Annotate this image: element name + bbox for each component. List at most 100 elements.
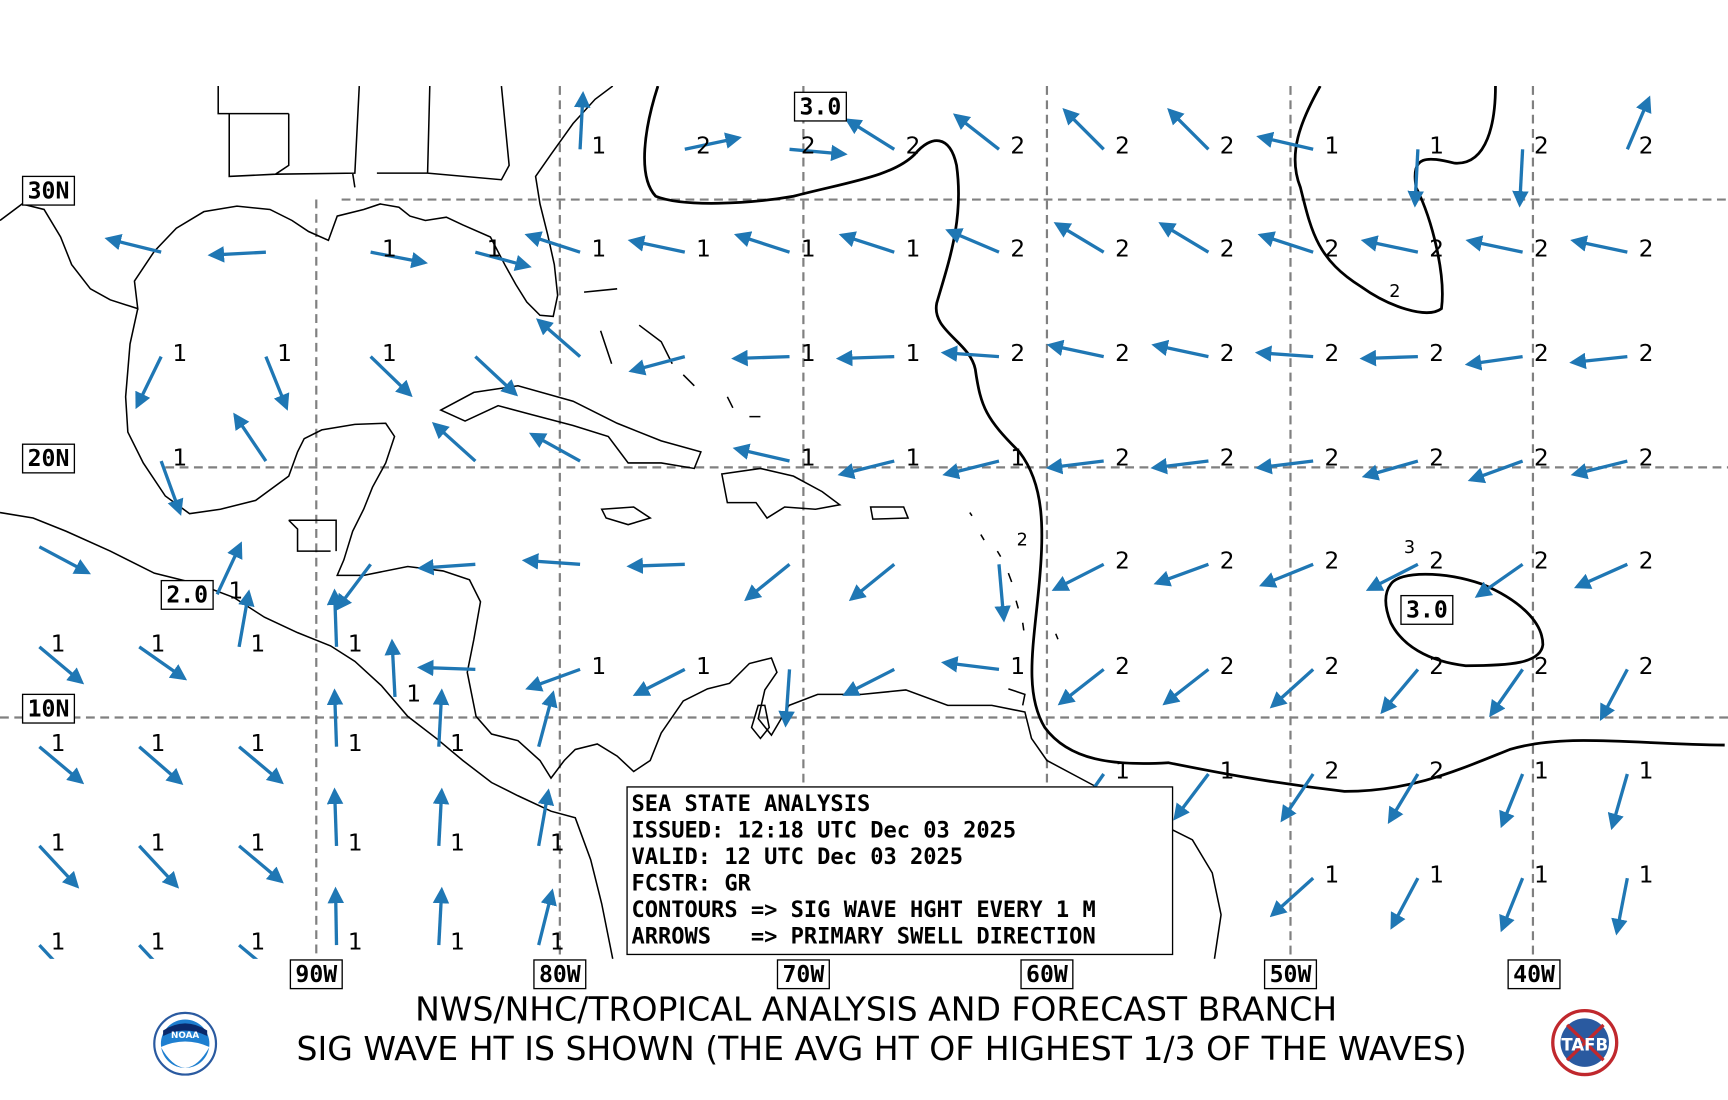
cuba	[439, 385, 702, 470]
wave-height-label: 2	[696, 134, 711, 160]
swell-arrow	[138, 943, 155, 959]
footer-line-2: SIG WAVE HT IS SHOWN (THE AVG HT OF HIGH…	[297, 1029, 1467, 1068]
wave-height-label: 2	[1534, 654, 1549, 680]
wave-height-label: 2	[1639, 134, 1654, 160]
wave-height-label: 2	[1220, 549, 1235, 575]
swell-arrow	[1151, 339, 1209, 359]
swell-arrow	[525, 667, 581, 692]
info-line-contours: CONTOURS => SIG WAVE HGHT EVERY 1 M	[631, 898, 1095, 923]
swell-arrow	[1057, 668, 1105, 706]
info-box-frame	[626, 786, 1174, 956]
wave-height-label: 1	[591, 237, 606, 263]
swell-arrow	[574, 90, 591, 150]
wave-height-label: 1	[1010, 445, 1025, 471]
contour-line	[1293, 86, 1497, 314]
swell-arrow	[1360, 235, 1419, 254]
longitude-label-text: 40W	[1513, 962, 1555, 988]
wave-height-label: 1	[906, 445, 921, 471]
wave-height-label: 2	[1429, 445, 1444, 471]
wave-height-label: 1	[801, 237, 816, 263]
contour-value-label-frame	[1400, 594, 1454, 625]
wave-height-label: 1	[906, 237, 921, 263]
swell-arrow	[215, 541, 243, 596]
info-line-arrows: ARROWS => PRIMARY SWELL DIRECTION	[631, 924, 1095, 949]
wave-height-label: 2	[1429, 654, 1444, 680]
swell-arrow	[842, 667, 896, 696]
longitude-label: 60W	[1020, 959, 1074, 990]
wave-height-label: 2	[1010, 237, 1025, 263]
swell-arrow	[1474, 562, 1524, 598]
info-line-title: SEA STATE ANALYSIS	[631, 792, 870, 817]
swell-arrow	[1361, 459, 1419, 481]
longitude-label-frame	[776, 959, 830, 990]
swell-arrow	[432, 688, 450, 747]
swell-arrow	[632, 667, 686, 696]
swell-arrow	[238, 844, 284, 884]
swell-arrow	[474, 355, 519, 397]
pacific-coast	[0, 511, 614, 959]
wave-height-label: 1	[250, 830, 265, 856]
wave-height-label: 1	[696, 654, 711, 680]
longitude-label-frame	[289, 959, 343, 990]
swell-arrow	[432, 787, 450, 846]
wave-height-label: 1	[250, 731, 265, 757]
info-line-issued: ISSUED: 12:18 UTC Dec 03 2025	[631, 819, 1016, 844]
wave-height-label: 1	[348, 929, 363, 955]
swell-arrow	[1489, 668, 1524, 718]
wave-height-label: 1	[550, 830, 565, 856]
wave-height-label: 2	[1639, 445, 1654, 471]
wave-height-label: 1	[1534, 758, 1549, 784]
swell-arrow	[1269, 876, 1315, 918]
wave-height-label: 1	[696, 237, 711, 263]
swell-arrow	[104, 234, 162, 254]
swell-arrow	[535, 318, 582, 358]
swell-arrow	[521, 553, 581, 570]
longitude-label: 40W	[1507, 959, 1561, 990]
contour-inline-label: 2	[1389, 282, 1400, 302]
swell-arrow	[335, 563, 372, 611]
wave-height-label: 2	[1534, 341, 1549, 367]
wave-height-label: 1	[151, 631, 166, 657]
latitude-label: 20N	[21, 443, 76, 474]
swell-arrow	[789, 144, 848, 162]
wave-height-label: 2	[1220, 341, 1235, 367]
swell-arrow	[731, 349, 790, 367]
noaa-logo-text: NOAA	[171, 1031, 199, 1041]
wave-height-label: 2	[1639, 654, 1654, 680]
latitude-label-frame	[21, 693, 76, 724]
wave-height-label: 2	[1325, 758, 1340, 784]
swell-arrow	[844, 118, 896, 151]
swell-arrow	[1465, 235, 1523, 254]
wave-height-label: 2	[1325, 237, 1340, 263]
swell-arrow	[1153, 562, 1209, 587]
wave-height-label: 2	[1534, 445, 1549, 471]
swell-arrow	[1053, 222, 1105, 254]
wave-height-label: 1	[348, 631, 363, 657]
wave-height-label: 1	[348, 830, 363, 856]
swell-arrow	[159, 460, 184, 516]
swell-arrow	[1256, 131, 1314, 151]
swell-arrow	[524, 231, 581, 254]
wave-height-label: 1	[51, 631, 66, 657]
wave-height-label: 2	[1115, 237, 1130, 263]
contour-value-label-text: 3.0	[1406, 598, 1448, 624]
swell-arrow	[1269, 668, 1315, 709]
swell-arrow	[369, 355, 413, 398]
swell-arrow	[1046, 339, 1105, 359]
swell-arrow	[417, 558, 476, 576]
wave-height-label: 2	[1639, 341, 1654, 367]
latitude-labels: 30N 20N 10N	[21, 175, 76, 724]
swell-arrow	[684, 132, 742, 151]
wave-height-label: 2	[1010, 134, 1025, 160]
wave-height-label: 1	[591, 134, 606, 160]
info-line-forecaster: FCSTR: GR	[631, 872, 751, 897]
contour-value-label-frame	[793, 91, 847, 122]
swell-arrow	[952, 113, 1000, 151]
footer-line-1: NWS/NHC/TROPICAL ANALYSIS AND FORECAST B…	[415, 990, 1337, 1029]
swell-arrow	[941, 656, 1000, 673]
wave-height-label: 1	[229, 579, 244, 605]
wave-height-label: 1	[1010, 654, 1025, 680]
contour-value-label: 3.0	[793, 91, 847, 122]
wave-height-labels: 1 2 2 2 2 2 2 1 1 2 2 1 1 1 1 1 1 2 2 2 2 2 2 2 1 1 1 1 1 2 2 2 2 2 2 2 1 1 1 1…	[51, 134, 1654, 956]
wave-height-label: 1	[382, 341, 397, 367]
